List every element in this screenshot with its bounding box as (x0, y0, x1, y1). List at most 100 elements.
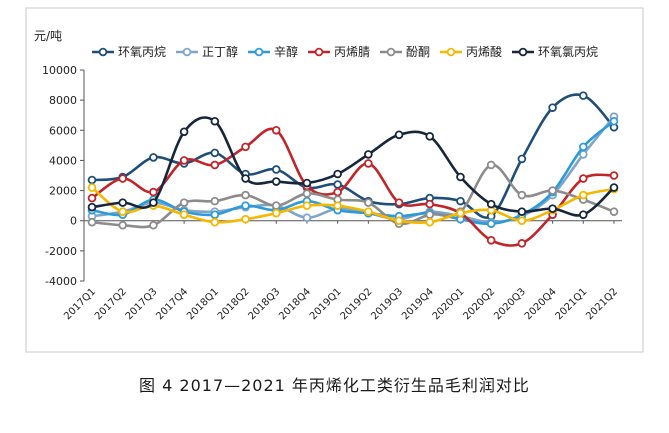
legend: 环氧丙烷 正丁醇 辛醇 丙烯腈 酚酮 丙烯酸 环氧氯丙烷 (92, 44, 598, 59)
y-tick-label: 6000 (49, 124, 77, 137)
y-unit-label: 元/吨 (34, 29, 62, 43)
data-point (548, 204, 557, 213)
data-point (87, 193, 97, 203)
data-point (210, 116, 220, 126)
data-point (486, 160, 496, 170)
y-tick-label: 4000 (49, 154, 77, 167)
data-point (333, 201, 342, 210)
legend-swatch-marker (518, 47, 528, 57)
data-point (210, 217, 220, 227)
y-tick-label: 0 (70, 215, 77, 228)
data-point (87, 175, 97, 185)
data-point (394, 198, 404, 207)
y-tick-label: -2000 (45, 245, 77, 258)
data-point (241, 174, 250, 183)
legend-item: 环氧丙烷 (92, 45, 166, 59)
data-point (456, 172, 465, 182)
data-point (609, 171, 619, 180)
data-point (149, 220, 158, 230)
data-point (486, 199, 496, 209)
data-point (486, 236, 496, 245)
legend-label: 辛醇 (274, 44, 298, 59)
data-point (578, 174, 588, 183)
data-point (609, 183, 619, 192)
data-point (333, 187, 342, 197)
legend-item: 丙烯酸 (440, 44, 502, 59)
y-tick-label: 8000 (49, 94, 77, 107)
data-point (271, 177, 281, 186)
legend-item: 环氧氯丙烷 (512, 45, 598, 59)
data-point (241, 201, 250, 210)
data-point (517, 190, 527, 200)
data-point (179, 127, 189, 137)
legend-swatch-marker (446, 47, 456, 57)
data-point (333, 169, 342, 179)
data-point (210, 196, 220, 206)
data-point (517, 207, 527, 216)
data-point (210, 210, 220, 219)
data-point (118, 207, 128, 216)
data-point (302, 178, 312, 188)
data-point (517, 154, 527, 164)
data-point (179, 156, 189, 165)
data-point (425, 132, 435, 141)
data-point (302, 213, 312, 223)
legend-swatch-marker (386, 47, 396, 57)
data-point (609, 116, 619, 126)
data-point (302, 201, 312, 210)
series-3 (87, 125, 619, 248)
data-point (118, 220, 128, 230)
y-tick-label: 2000 (49, 185, 77, 198)
data-point (517, 216, 527, 226)
legend-label: 丙烯酸 (466, 44, 502, 59)
data-point (609, 207, 619, 216)
legend-label: 酚酮 (406, 45, 430, 59)
legend-item: 辛醇 (248, 44, 298, 59)
data-point (271, 201, 281, 210)
data-point (578, 190, 588, 200)
legend-label: 丙烯腈 (334, 45, 370, 59)
series-5 (87, 183, 619, 227)
data-point (271, 125, 281, 135)
data-point (548, 103, 557, 112)
data-point (394, 216, 404, 226)
data-point (333, 180, 342, 189)
data-point (87, 202, 97, 212)
data-point (241, 190, 250, 200)
data-point (87, 217, 97, 227)
data-point (364, 198, 373, 207)
data-point (149, 198, 158, 207)
data-point (548, 186, 557, 195)
legend-item: 丙烯腈 (308, 45, 370, 59)
data-point (149, 153, 158, 162)
legend-item: 酚酮 (380, 45, 430, 59)
data-point (364, 207, 373, 216)
data-point (578, 210, 588, 219)
data-point (149, 187, 158, 197)
legend-swatch-marker (314, 47, 324, 57)
data-point (179, 210, 189, 219)
data-point (425, 217, 435, 227)
legend-label: 正丁醇 (202, 44, 238, 59)
data-point (364, 150, 373, 159)
data-point (425, 199, 435, 209)
data-point (271, 208, 281, 218)
legend-swatch-marker (182, 47, 192, 57)
data-point (118, 198, 128, 207)
legend-swatch-marker (254, 47, 264, 57)
data-point (241, 214, 250, 224)
legend-label: 环氧氯丙烷 (538, 45, 598, 59)
legend-label: 环氧丙烷 (118, 45, 166, 59)
data-point (210, 160, 220, 170)
data-point (271, 165, 281, 174)
data-point (179, 198, 189, 207)
data-point (87, 183, 97, 192)
data-point (241, 142, 250, 152)
data-point (425, 210, 435, 219)
y-tick-label: -4000 (45, 275, 77, 288)
y-axis: -4000 -2000 0 2000 4000 6000 8000 10000 (42, 64, 85, 288)
series-6 (87, 116, 619, 219)
legend-swatch-marker (98, 47, 108, 57)
data-point (486, 219, 496, 229)
